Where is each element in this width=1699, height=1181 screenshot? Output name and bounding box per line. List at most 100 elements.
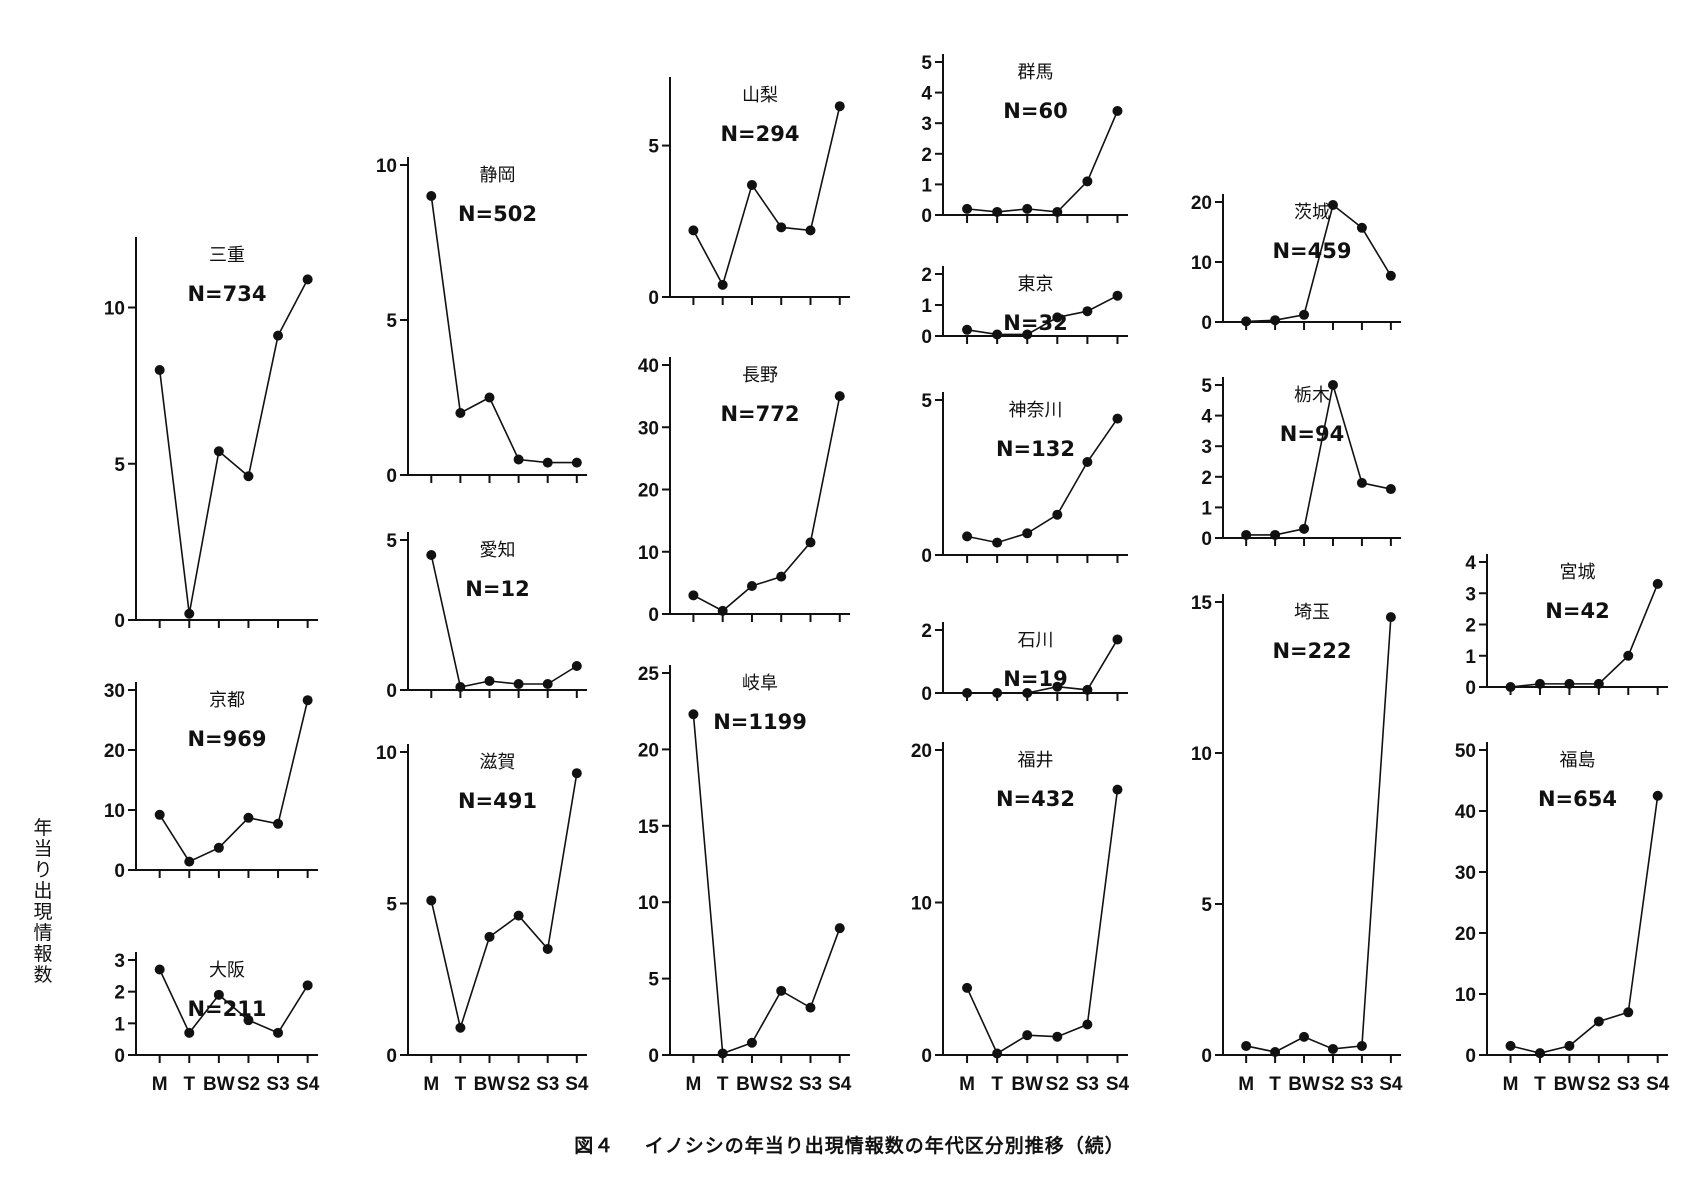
data-point (213, 446, 224, 457)
sample-size-label: N=132 (996, 437, 1075, 461)
y-tick-label: 0 (386, 466, 397, 487)
y-tick-label: 3 (114, 951, 125, 972)
x-tick-label: S4 (1646, 1074, 1670, 1095)
y-tick-label: 5 (1201, 895, 1212, 916)
x-tick-label: S2 (507, 1074, 530, 1095)
chart-panel: 0 5 愛知 N=12 (386, 531, 587, 702)
data-point (805, 1002, 816, 1013)
panel-title: 福井 (1018, 750, 1054, 771)
y-tick-label: 10 (911, 894, 932, 915)
y-tick-label: 5 (1201, 376, 1212, 397)
x-tick-label: S2 (1321, 1074, 1344, 1095)
y-tick-label: 0 (114, 1046, 125, 1067)
data-point (1593, 1016, 1604, 1027)
data-point (834, 101, 845, 112)
panel-title: 岐阜 (742, 673, 778, 694)
data-point (302, 980, 313, 991)
panel-title: 三重 (209, 245, 245, 266)
data-point (688, 709, 699, 720)
x-tick-label: T (717, 1074, 729, 1095)
x-tick-label: T (455, 1074, 467, 1095)
panel-title: 福島 (1560, 750, 1596, 771)
y-tick-label: 5 (386, 531, 397, 552)
series-line (966, 110, 1119, 213)
x-tick-label: S4 (296, 1074, 320, 1095)
sample-size-label: N=459 (1272, 239, 1351, 263)
data-point (1112, 290, 1123, 301)
sample-size-label: N=969 (187, 727, 266, 751)
panel-title: 埼玉 (1294, 602, 1330, 623)
data-point (1299, 1031, 1310, 1042)
data-point (184, 608, 195, 619)
y-tick-label: 0 (921, 206, 932, 227)
chart-panel: 0 5 10 M T BW S2 S3 S4 滋賀 N=491 (376, 743, 589, 1095)
y-tick-label: 0 (921, 684, 932, 705)
panel-title: 東京 (1018, 274, 1054, 295)
data-point (1241, 316, 1252, 327)
chart-panel: 0 1 2 東京 N=32 (921, 265, 1128, 348)
x-tick-label: T (991, 1074, 1003, 1095)
y-tick-label: 10 (104, 299, 125, 320)
data-point (1270, 315, 1281, 326)
sample-size-label: N=19 (1003, 667, 1067, 691)
sample-size-label: N=294 (720, 122, 799, 146)
y-tick-label: 10 (376, 743, 397, 764)
y-tick-label: 5 (114, 455, 125, 476)
data-point (688, 225, 699, 236)
sample-size-label: N=772 (720, 402, 799, 426)
data-point (1385, 270, 1396, 281)
data-point (805, 225, 816, 236)
y-tick-label: 20 (638, 481, 659, 502)
x-tick-label: BW (203, 1074, 235, 1095)
y-tick-label: 2 (114, 983, 125, 1004)
data-point (992, 206, 1003, 217)
y-tick-label: 5 (921, 391, 932, 412)
series-line (693, 395, 841, 612)
y-tick-label: 1 (1465, 647, 1476, 668)
sample-size-label: N=211 (187, 997, 266, 1021)
data-point (1112, 105, 1123, 116)
data-point (571, 661, 582, 671)
data-point (746, 1037, 757, 1048)
y-tick-label: 3 (1201, 437, 1212, 458)
y-tick-label: 0 (1201, 529, 1212, 550)
data-point (805, 537, 816, 548)
panel-title: 茨城 (1294, 202, 1330, 223)
data-point (1082, 1019, 1093, 1030)
data-point (1385, 484, 1396, 495)
x-tick-label: S4 (565, 1074, 589, 1095)
panel-title: 大阪 (209, 960, 245, 981)
data-point (962, 982, 973, 993)
series-line (692, 714, 841, 1055)
data-point (302, 695, 313, 706)
series-line (158, 700, 309, 863)
data-point (1112, 634, 1123, 645)
sample-size-label: N=94 (1280, 422, 1344, 446)
chart-panel: 0 10 20 30 京都 N=969 (104, 681, 318, 882)
data-point (484, 392, 495, 403)
chart-panel: 0 1 2 3 4 5 群馬 N=60 (921, 53, 1128, 227)
chart-panel: 0 10 20 30 40 長野 N=772 (638, 356, 850, 626)
y-tick-label: 4 (1201, 407, 1212, 428)
x-tick-label: S3 (266, 1074, 289, 1095)
data-point (1356, 1040, 1367, 1051)
y-tick-label: 30 (104, 681, 125, 702)
y-tick-label: 3 (921, 114, 932, 135)
y-tick-label: 0 (1201, 1046, 1212, 1067)
y-tick-label: 5 (648, 970, 659, 991)
y-tick-label: 1 (921, 296, 932, 317)
y-tick-label: 3 (1465, 584, 1476, 605)
data-point (1241, 1040, 1252, 1051)
data-point (1652, 790, 1663, 801)
data-point (992, 329, 1003, 340)
data-point (1052, 509, 1063, 520)
x-tick-label: BW (1554, 1074, 1586, 1095)
data-point (962, 324, 973, 335)
data-point (992, 1048, 1003, 1059)
data-point (1593, 678, 1604, 689)
x-tick-label: S2 (1587, 1074, 1610, 1095)
data-point (1534, 678, 1545, 689)
data-point (273, 1027, 284, 1038)
data-point (717, 279, 728, 290)
